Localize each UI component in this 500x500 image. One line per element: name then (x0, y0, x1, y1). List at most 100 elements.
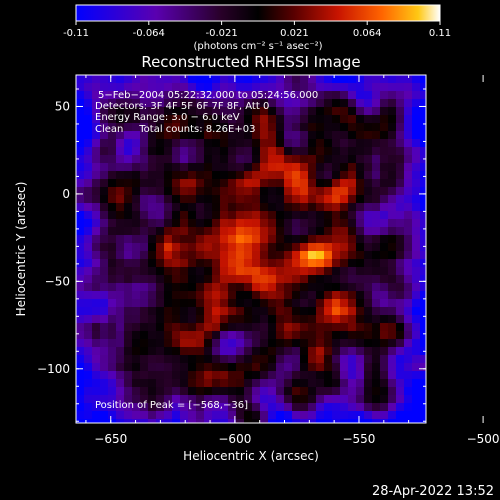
heatmap-cell (172, 315, 181, 324)
heatmap-cell (332, 363, 341, 372)
heatmap-cell (404, 379, 413, 388)
heatmap-cell (396, 187, 405, 196)
heatmap-cell (356, 155, 365, 164)
heatmap-cell (260, 187, 269, 196)
heatmap-cell (268, 347, 277, 356)
heatmap-cell (420, 403, 426, 412)
heatmap-cell (260, 83, 269, 92)
heatmap-cell (300, 395, 309, 404)
heatmap-cell (420, 283, 426, 292)
heatmap-cell (124, 267, 133, 276)
heatmap-cell (100, 395, 109, 404)
heatmap-cell (140, 147, 149, 156)
heatmap-cell (340, 115, 349, 124)
heatmap-cell (212, 243, 221, 252)
heatmap-cell (164, 179, 173, 188)
heatmap-cell (228, 219, 237, 228)
heatmap-cell (244, 203, 253, 212)
heatmap-cell (148, 355, 157, 364)
heatmap-cell (364, 387, 373, 396)
heatmap-cell (188, 411, 197, 420)
heatmap-cell (188, 371, 197, 380)
heatmap-cell (188, 179, 197, 188)
heatmap-cell (276, 283, 285, 292)
heatmap-cell (148, 219, 157, 228)
heatmap-cell (228, 99, 237, 108)
heatmap-cell (100, 371, 109, 380)
heatmap-cell (260, 99, 269, 108)
heatmap-cell (380, 179, 389, 188)
heatmap-cell (316, 275, 325, 284)
heatmap-cell (76, 291, 85, 300)
heatmap-cell (388, 219, 397, 228)
heatmap-cell (220, 75, 229, 84)
heatmap-cell (132, 323, 141, 332)
heatmap-cell (284, 411, 293, 420)
heatmap-cell (180, 147, 189, 156)
heatmap-cell (412, 211, 421, 220)
heatmap-cell (276, 371, 285, 380)
heatmap-cell (172, 139, 181, 148)
heatmap-cell (292, 339, 301, 348)
heatmap-cell (156, 275, 165, 284)
heatmap-cell (292, 211, 301, 220)
heatmap-cell (156, 283, 165, 292)
heatmap-cell (100, 251, 109, 260)
heatmap-cell (252, 315, 261, 324)
heatmap-cell (340, 75, 349, 84)
heatmap-cell (316, 235, 325, 244)
heatmap-cell (324, 307, 333, 316)
heatmap-cell (404, 315, 413, 324)
heatmap-cell (76, 251, 85, 260)
heatmap-cell (396, 315, 405, 324)
heatmap-cell (316, 411, 325, 420)
heatmap-cell (76, 227, 85, 236)
heatmap-cell (332, 171, 341, 180)
heatmap-cell (196, 99, 205, 108)
heatmap-cell (212, 315, 221, 324)
heatmap-cell (356, 75, 365, 84)
heatmap-cell (100, 227, 109, 236)
heatmap-cell (268, 403, 277, 412)
heatmap-cell (404, 99, 413, 108)
heatmap-cell (76, 379, 85, 388)
heatmap-cell (236, 419, 245, 423)
heatmap-cell (348, 419, 357, 423)
heatmap-cell (188, 123, 197, 132)
heatmap-cell (76, 395, 85, 404)
heatmap-cell (364, 419, 373, 423)
heatmap-cell (252, 163, 261, 172)
heatmap-cell (124, 371, 133, 380)
heatmap-cell (252, 259, 261, 268)
heatmap-cell (324, 347, 333, 356)
heatmap-cell (108, 267, 117, 276)
heatmap-cell (116, 371, 125, 380)
heatmap-cell (92, 75, 101, 84)
heatmap-cell (284, 171, 293, 180)
heatmap-cell (92, 259, 101, 268)
heatmap-cell (92, 379, 101, 388)
heatmap-cell (252, 371, 261, 380)
heatmap-cell (412, 395, 421, 404)
heatmap-cell (396, 171, 405, 180)
heatmap-cell (156, 139, 165, 148)
heatmap-cell (228, 347, 237, 356)
heatmap-cell (140, 179, 149, 188)
heatmap-cell (388, 211, 397, 220)
heatmap-cell (372, 131, 381, 140)
heatmap-cell (76, 307, 85, 316)
heatmap-cell (300, 107, 309, 116)
heatmap-cell (100, 107, 109, 116)
heatmap-cell (156, 251, 165, 260)
heatmap-cell (388, 115, 397, 124)
heatmap-cell (172, 291, 181, 300)
y-tick-label: 50 (55, 99, 70, 113)
heatmap-cell (156, 235, 165, 244)
heatmap-cell (180, 139, 189, 148)
heatmap-cell (124, 147, 133, 156)
heatmap-cell (212, 251, 221, 260)
heatmap-cell (172, 307, 181, 316)
heatmap-cell (308, 251, 317, 260)
heatmap-cell (380, 243, 389, 252)
heatmap-cell (260, 219, 269, 228)
